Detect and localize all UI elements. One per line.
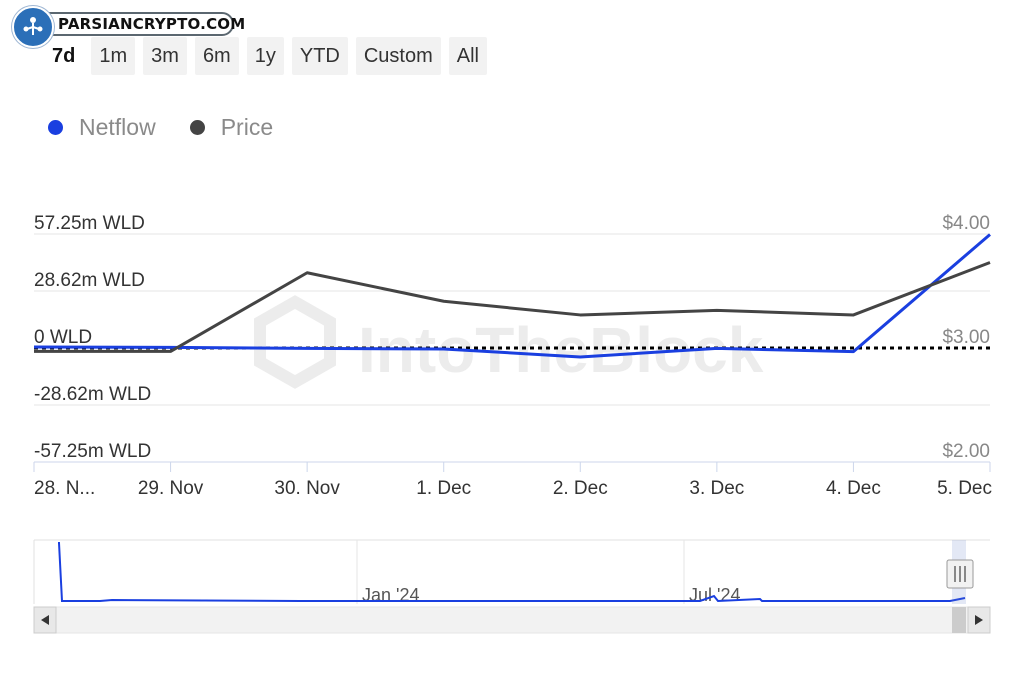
range-1y-button[interactable]: 1y: [246, 37, 284, 75]
range-7d-button[interactable]: 7d: [52, 45, 76, 67]
x-axis-tick-label: 28. N...: [34, 478, 95, 499]
x-axis-tick-label: 30. Nov: [274, 478, 340, 499]
logo-text: PARSIANCRYPTO.COM: [30, 12, 245, 36]
range-6m-button[interactable]: 6m: [194, 37, 239, 75]
site-logo: PARSIANCRYPTO.COM: [12, 6, 245, 48]
navigator-series: [58, 542, 966, 603]
logo-icon: [12, 6, 54, 48]
x-axis-tick-label: 4. Dec: [826, 478, 881, 499]
left-axis-tick-label: -28.62m WLD: [34, 384, 151, 405]
series-line-price: [34, 261, 991, 353]
x-axis: 28. N... 29. Nov 30. Nov 1. Dec 2. Dec 3. Dec…: [33, 461, 992, 499]
x-axis-tick-label: 5. Dec: [937, 478, 992, 499]
x-axis-tick-label: 29. Nov: [138, 478, 204, 499]
arrow-left-icon: [41, 615, 49, 625]
series-lines: [33, 233, 991, 359]
right-axis-tick-label: $3.00: [942, 327, 990, 348]
legend-label-price: Price: [220, 114, 274, 140]
x-axis-tick-label: 3. Dec: [689, 478, 744, 499]
y-axes: 57.25m WLD 28.62m WLD 0 WLD -28.62m WLD -57.…: [34, 213, 990, 462]
range-selector: 7d 1m 3m 6m 1y YTD Custom All: [44, 37, 487, 75]
range-3m-button[interactable]: 3m: [143, 37, 187, 75]
right-axis-tick-label: $2.00: [942, 441, 990, 462]
legend-item-price[interactable]: Price: [189, 114, 274, 141]
scrollbar-thumb[interactable]: [952, 607, 966, 633]
x-axis-tick-label: 1. Dec: [416, 478, 471, 499]
watermark-logo-shape: [254, 295, 336, 389]
range-all-button[interactable]: All: [448, 37, 487, 75]
range-ytd-button[interactable]: YTD: [291, 37, 348, 75]
scrollbar-track: [33, 606, 991, 634]
legend-dot-price: [189, 120, 205, 135]
left-axis-tick-label: 57.25m WLD: [34, 213, 145, 234]
navigator: Jan '24 Jul '24: [33, 539, 991, 634]
legend-dot-netflow: [48, 120, 63, 135]
left-axis-tick-label: 0 WLD: [34, 327, 92, 348]
legend-label-netflow: Netflow: [79, 114, 156, 140]
range-custom-button[interactable]: Custom: [355, 37, 441, 75]
chart-legend: Netflow Price: [48, 114, 273, 141]
arrow-right-icon: [975, 615, 983, 625]
right-axis-tick-label: $4.00: [942, 213, 990, 234]
legend-item-netflow[interactable]: Netflow: [48, 114, 156, 141]
left-axis-tick-label: 28.62m WLD: [34, 270, 145, 291]
left-axis-tick-label: -57.25m WLD: [34, 441, 151, 462]
x-axis-tick-label: 2. Dec: [553, 478, 608, 499]
range-1m-button[interactable]: 1m: [91, 37, 136, 75]
series-line-netflow: [33, 233, 991, 359]
